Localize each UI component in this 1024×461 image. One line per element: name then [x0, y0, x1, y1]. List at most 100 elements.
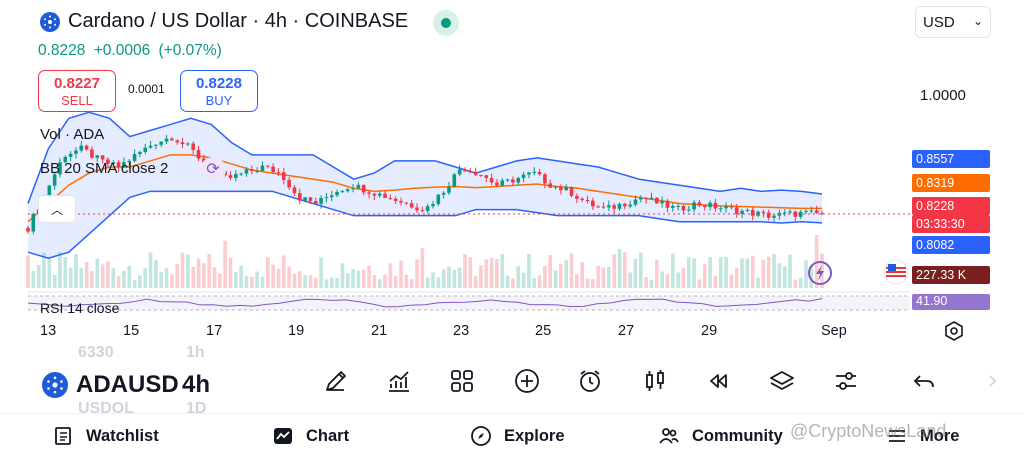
replay-icon[interactable]	[704, 367, 732, 395]
volume-bar	[170, 274, 174, 288]
volume-bar	[63, 257, 68, 288]
candle-body	[26, 227, 30, 232]
candle-body	[31, 213, 36, 232]
candle-body	[772, 215, 776, 218]
nav-explore[interactable]: Explore	[470, 423, 565, 449]
volume-bar	[447, 266, 451, 288]
volume-bar	[74, 254, 78, 288]
sell-price: 0.8227	[54, 75, 100, 92]
candle-body	[351, 188, 355, 190]
volume-bar	[36, 264, 41, 288]
volume-bar	[692, 258, 696, 288]
add-icon[interactable]	[513, 367, 541, 395]
volume-bar	[159, 272, 164, 288]
volume-bar	[575, 274, 579, 288]
layout-icon[interactable]	[448, 367, 476, 395]
candle-body	[575, 195, 579, 199]
symbol-title[interactable]: Cardano / US Dollar · 4h · COINBASE	[68, 10, 409, 32]
sell-button[interactable]: 0.8227 SELL	[38, 70, 116, 112]
candle-body	[537, 171, 542, 175]
candle-body	[713, 202, 718, 209]
refresh-icon[interactable]: ⟳	[200, 157, 226, 183]
candle-body	[329, 195, 334, 198]
settings-sliders-icon[interactable]	[832, 367, 860, 395]
collapse-legend-button[interactable]: ︿	[38, 195, 76, 223]
volume-bar	[335, 277, 339, 288]
volume-bar	[745, 258, 750, 288]
candle-body	[84, 145, 89, 150]
candle-body	[607, 205, 611, 208]
bb-upper-line	[27, 111, 823, 204]
interval-selector[interactable]: 4h	[182, 371, 211, 398]
time-axis-label: 29	[701, 323, 718, 339]
candle-body	[154, 144, 158, 146]
volume-bar	[788, 254, 792, 288]
candle-body	[260, 165, 265, 171]
volume-bar	[79, 267, 84, 288]
lightning-icon[interactable]	[804, 259, 836, 287]
symbol-selector[interactable]: ADAUSD	[76, 371, 179, 398]
volume-bar	[681, 267, 686, 288]
volume-bar	[250, 276, 254, 288]
volume-bar	[58, 252, 62, 288]
bb-lower-line	[27, 190, 823, 260]
candle-body	[271, 166, 275, 173]
volume-bar	[596, 266, 600, 288]
candle-body	[660, 200, 664, 204]
volume-bar	[223, 240, 227, 288]
redo-icon[interactable]	[972, 367, 1000, 395]
nav-chart[interactable]: Chart	[272, 423, 349, 449]
candle-body	[308, 197, 313, 201]
currency-select[interactable]: USD ⌄	[915, 6, 991, 38]
chart-canvas[interactable]	[0, 60, 1024, 350]
chart-type-icon[interactable]	[641, 367, 669, 395]
candle-body	[676, 205, 680, 207]
candle-body	[766, 212, 771, 218]
candle-body	[532, 171, 537, 173]
candle-body	[372, 193, 377, 196]
candle-body	[95, 155, 100, 158]
candle-body	[745, 209, 750, 211]
volume-bar	[452, 269, 457, 288]
axis-settings-icon[interactable]	[944, 321, 964, 341]
watchlist-icon	[55, 427, 71, 445]
volume-bar	[521, 272, 526, 288]
undo-icon[interactable]	[910, 367, 938, 395]
nav-explore-label: Explore	[504, 426, 565, 445]
volume-bar	[431, 272, 435, 288]
bollinger-legend[interactable]: BB 20 SMA close 2	[40, 160, 169, 177]
volume-bar	[537, 275, 542, 288]
volume-bar	[308, 275, 313, 288]
compass-icon	[471, 426, 491, 446]
volume-bar	[297, 271, 302, 288]
candle-body	[697, 202, 702, 206]
volume-bar	[649, 279, 654, 288]
indicators-icon[interactable]	[385, 367, 413, 395]
bottom-navigation	[0, 413, 1024, 461]
candle-body	[415, 207, 419, 211]
volume-bar	[441, 269, 446, 288]
candle-body	[798, 211, 803, 217]
price-chart[interactable]	[0, 60, 1024, 350]
rsi-value-label: 41.90	[912, 294, 990, 310]
candle-body	[361, 184, 366, 193]
volume-bar	[47, 257, 52, 288]
nav-more[interactable]: More	[886, 423, 959, 449]
rsi-legend[interactable]: RSI 14 close	[40, 300, 120, 316]
draw-icon[interactable]	[322, 367, 350, 395]
bb-basis-label: 0.8319	[912, 174, 990, 192]
nav-community[interactable]: Community	[658, 423, 783, 449]
alert-icon[interactable]	[576, 367, 604, 395]
price-change-line: 0.8228 +0.0006 (+0.07%)	[38, 42, 226, 60]
candle-body	[276, 172, 281, 174]
candle-body	[473, 171, 478, 175]
nav-watchlist[interactable]: Watchlist	[52, 423, 159, 449]
volume-bar	[95, 258, 100, 288]
layers-icon[interactable]	[768, 367, 796, 395]
candle-body	[106, 159, 110, 164]
candle-body	[63, 156, 68, 163]
volume-bar	[569, 253, 574, 288]
volume-legend[interactable]: Vol · ADA	[40, 126, 105, 143]
buy-button[interactable]: 0.8228 BUY	[180, 70, 258, 112]
volume-bar	[340, 263, 345, 288]
